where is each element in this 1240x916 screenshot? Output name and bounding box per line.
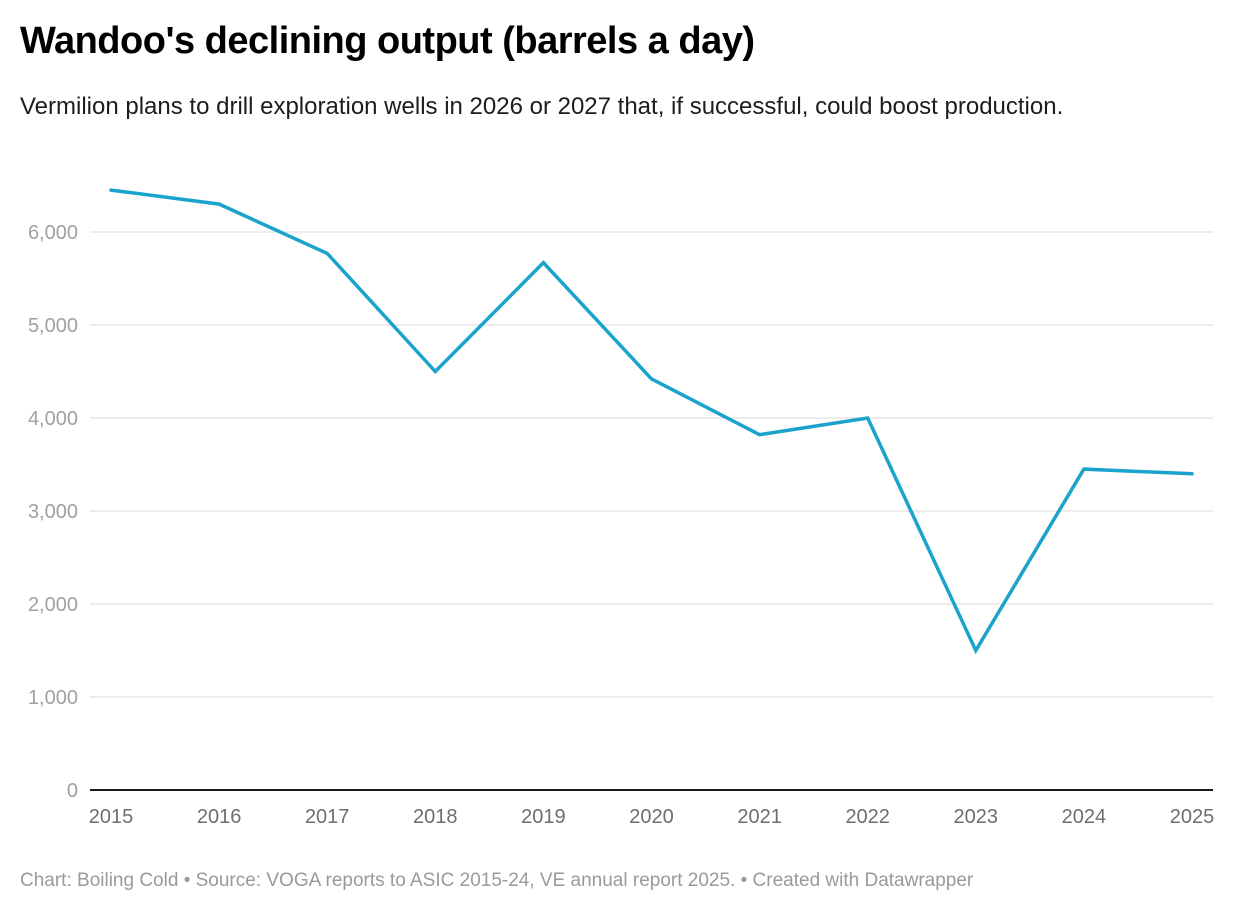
x-axis-ticks: 2015 2016 2017 2018 2019 2020 2021 2022 2023 2024…	[89, 806, 1215, 828]
data-point	[217, 202, 221, 206]
series-group	[109, 188, 1194, 655]
y-tick-label: 6,000	[28, 222, 78, 244]
y-tick-label: 1,000	[28, 687, 78, 709]
x-tick-label: 2022	[845, 806, 890, 828]
data-point	[541, 261, 545, 265]
data-point	[974, 649, 978, 652]
chart-footer: Chart: Boiling Cold • Source: VOGA repor…	[20, 870, 974, 891]
y-tick-label: 3,000	[28, 501, 78, 523]
chart-subtitle: Vermilion plans to drill exploration wel…	[20, 93, 1064, 120]
x-tick-label: 2018	[413, 806, 458, 828]
chart-title: Wandoo's declining output (barrels a day…	[20, 20, 755, 62]
y-tick-label: 5,000	[28, 315, 78, 337]
data-point	[1082, 467, 1086, 471]
x-tick-label: 2021	[737, 806, 782, 828]
data-point	[866, 416, 870, 420]
x-tick-label: 2017	[305, 806, 350, 828]
data-point	[109, 188, 113, 192]
data-point	[758, 433, 762, 437]
x-tick-label: 2016	[197, 806, 242, 828]
series-line	[109, 188, 1194, 655]
y-tick-label: 4,000	[28, 408, 78, 430]
x-tick-label: 2020	[629, 806, 674, 828]
data-point	[433, 370, 437, 373]
x-tick-label: 2024	[1062, 806, 1107, 828]
y-tick-label: 2,000	[28, 594, 78, 616]
gridlines	[90, 231, 1213, 698]
y-tick-label: 0	[67, 780, 78, 802]
data-point	[325, 251, 329, 255]
y-axis-ticks: 0 1,000 2,000 3,000 4,000 5,000 6,000	[28, 222, 78, 802]
data-point	[650, 377, 653, 381]
data-point	[1190, 472, 1194, 476]
x-tick-label: 2015	[89, 806, 134, 828]
x-tick-label: 2025	[1170, 806, 1215, 828]
x-tick-label: 2023	[954, 806, 999, 828]
x-tick-label: 2019	[521, 806, 566, 828]
